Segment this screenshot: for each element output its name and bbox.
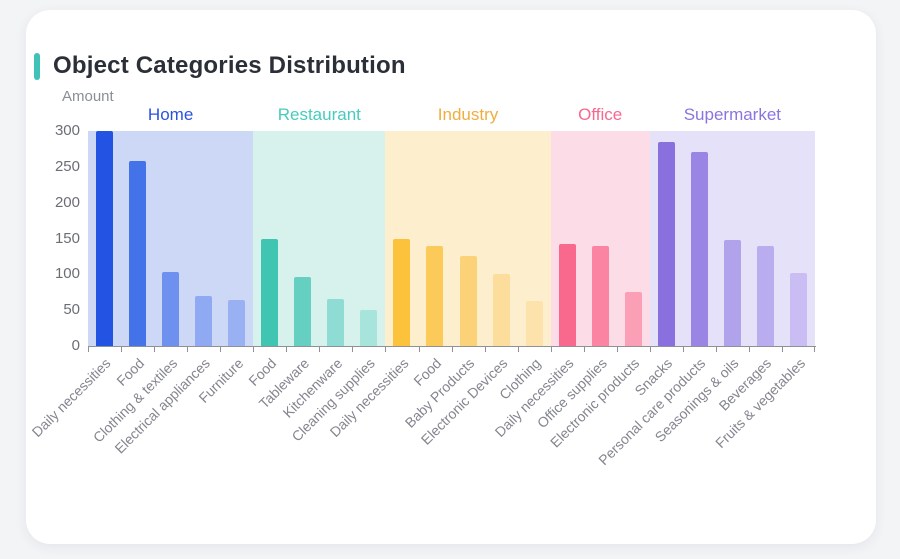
bar-industry-clothing[interactable]	[525, 300, 543, 346]
bar-home-furniture[interactable]	[228, 300, 246, 346]
group-label-industry: Industry	[437, 105, 499, 124]
bar-restaurant-tableware[interactable]	[294, 276, 312, 346]
bar-home-food[interactable]	[129, 161, 147, 346]
x-axis-tick	[715, 347, 717, 352]
chart-card: Object Categories Distribution Amount 0 5…	[26, 10, 876, 544]
x-axis-line	[88, 346, 816, 347]
x-axis-tick	[814, 347, 815, 352]
x-axis-tick	[352, 347, 354, 352]
x-axis-tick	[782, 347, 783, 352]
x-axis-tick	[748, 347, 750, 352]
group-label-home: Home	[147, 105, 194, 124]
bar-office-office-supplies[interactable]	[591, 246, 609, 346]
bar-industry-food[interactable]	[426, 246, 444, 346]
x-axis-tick	[220, 347, 222, 352]
bar-restaurant-kitchenware[interactable]	[327, 299, 345, 346]
bar-industry-electronic-devices[interactable]	[492, 274, 510, 346]
bar-supermarket-fruits-vegetables[interactable]	[789, 272, 807, 346]
bar-home-daily-necessities[interactable]	[96, 131, 114, 346]
x-axis-tick	[649, 347, 651, 352]
x-axis-tick	[187, 347, 189, 352]
x-axis-tick	[583, 347, 585, 352]
x-axis-tick	[451, 347, 453, 352]
bar-restaurant-food[interactable]	[261, 239, 279, 346]
x-axis-tick	[385, 347, 387, 352]
bar-supermarket-snacks[interactable]	[657, 141, 675, 346]
y-axis-label-0: 0	[71, 337, 80, 354]
group-label-supermarket: Supermarket	[683, 105, 782, 124]
y-axis-label-200: 200	[54, 193, 80, 211]
bar-supermarket-seasonings-oils[interactable]	[723, 239, 741, 346]
x-axis-tick	[319, 347, 321, 352]
x-axis-tick	[88, 347, 89, 352]
bar-industry-daily-necessities[interactable]	[393, 238, 411, 346]
x-axis-tick	[550, 347, 552, 352]
x-axis-tick	[682, 347, 684, 352]
y-axis-label-50: 50	[63, 301, 80, 319]
x-axis-tick	[286, 347, 288, 352]
y-axis-name: Amount	[62, 88, 114, 105]
y-axis-label-300: 300	[54, 122, 80, 139]
group-label-restaurant: Restaurant	[277, 105, 361, 124]
y-axis-label-250: 250	[54, 157, 80, 175]
page-title: Object Categories Distribution	[53, 52, 406, 79]
bar-supermarket-beverages[interactable]	[756, 245, 774, 346]
y-axis-label-100: 100	[54, 265, 80, 283]
bar-restaurant-cleaning-supplies[interactable]	[360, 310, 378, 346]
card-header: Object Categories Distribution	[34, 52, 406, 80]
bar-home-electrical-appliances[interactable]	[195, 295, 213, 346]
x-axis-tick	[517, 347, 519, 352]
y-axis: 0 50 100 150 200 250 300	[30, 122, 80, 354]
y-axis-label-150: 150	[54, 229, 80, 247]
bar-office-electronic-products[interactable]	[624, 292, 642, 346]
x-axis-tick	[253, 347, 255, 352]
title-accent-bar	[34, 52, 40, 80]
x-axis-tick	[484, 347, 486, 352]
bar-supermarket-personal-care-products[interactable]	[690, 151, 708, 346]
group-label-office: Office	[578, 105, 623, 124]
bar-office-daily-necessities[interactable]	[558, 244, 576, 346]
x-axis-tick	[121, 347, 122, 352]
bar-industry-baby-products[interactable]	[459, 255, 477, 346]
bar-home-clothing-textiles[interactable]	[162, 272, 180, 346]
x-axis-tick	[616, 347, 618, 352]
x-axis-tick	[154, 347, 156, 352]
x-axis-tick	[418, 347, 420, 352]
bar-chart-plot-area: 0 50 100 150 200 250 300 Home Daily necessities…	[29, 105, 816, 468]
